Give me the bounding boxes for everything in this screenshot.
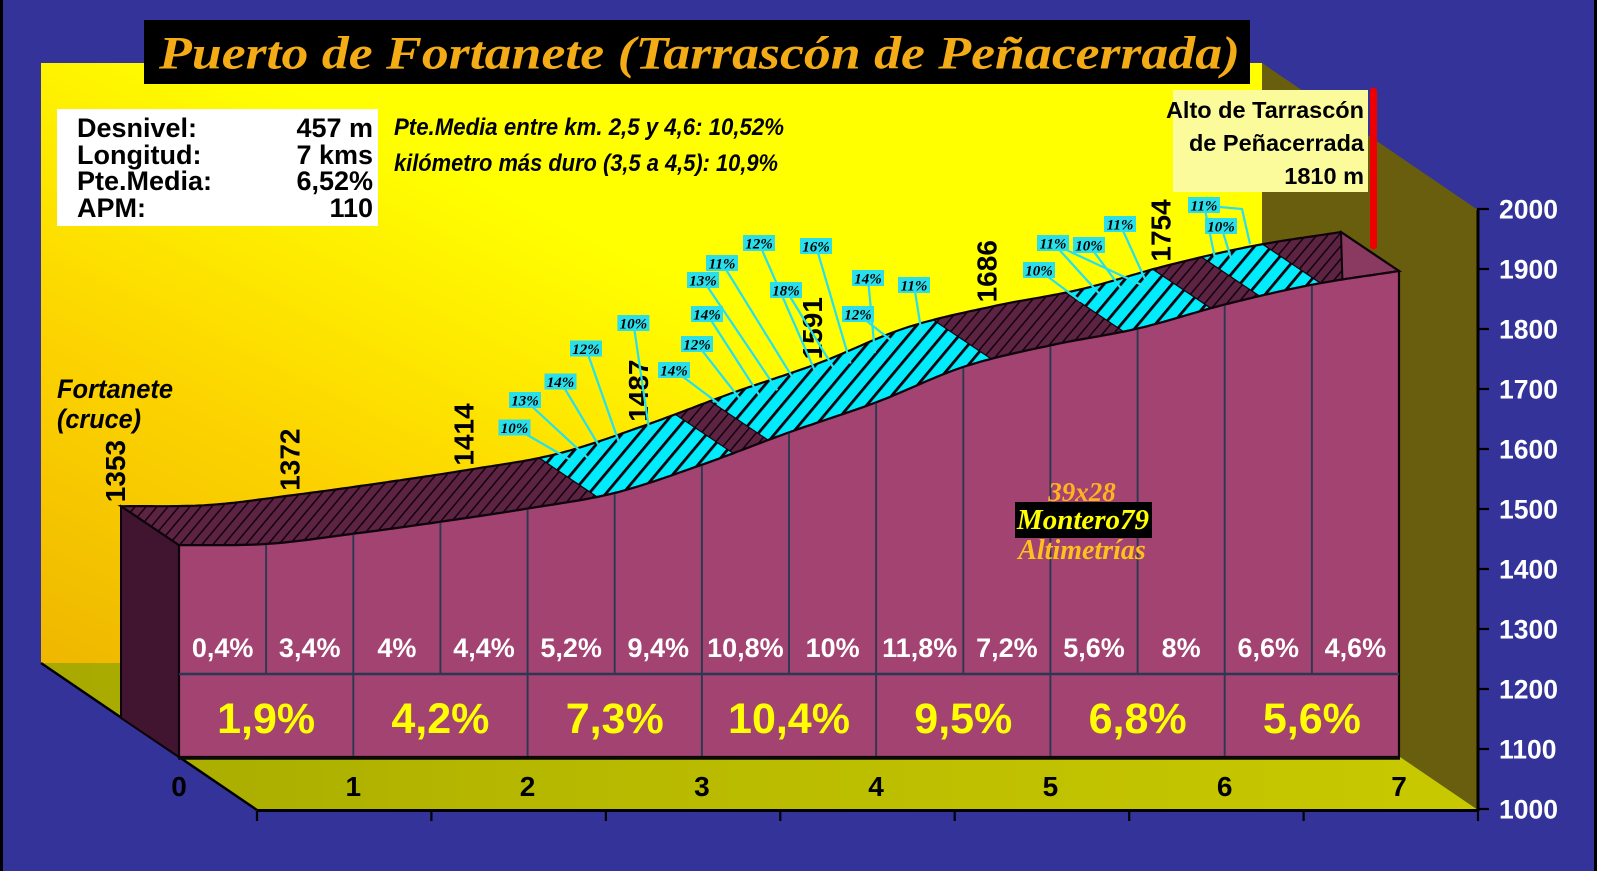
svg-text:Fortanete: Fortanete: [57, 374, 173, 404]
svg-text:3: 3: [694, 771, 710, 802]
svg-text:12%: 12%: [745, 237, 773, 253]
svg-text:0: 0: [171, 771, 187, 802]
svg-text:3,4%: 3,4%: [279, 633, 341, 663]
svg-text:11%: 11%: [709, 257, 736, 273]
svg-text:7: 7: [1391, 771, 1407, 802]
svg-text:4%: 4%: [377, 633, 416, 663]
svg-text:kilómetro más duro (3,5 a 4,5): kilómetro más duro (3,5 a 4,5): 10,9%: [394, 150, 778, 177]
svg-text:1372: 1372: [274, 429, 305, 491]
svg-text:10%: 10%: [1207, 220, 1235, 236]
svg-text:APM:: APM:: [77, 193, 146, 223]
svg-text:1686: 1686: [971, 240, 1002, 302]
svg-text:1414: 1414: [449, 403, 480, 466]
svg-text:1000: 1000: [1499, 795, 1558, 825]
svg-text:1,9%: 1,9%: [217, 695, 315, 743]
svg-text:Montero79: Montero79: [1016, 504, 1149, 536]
svg-text:(cruce): (cruce): [57, 404, 141, 434]
svg-text:14%: 14%: [547, 375, 575, 391]
svg-text:7,2%: 7,2%: [976, 633, 1038, 663]
svg-text:10%: 10%: [620, 317, 648, 333]
svg-text:10,8%: 10,8%: [707, 633, 784, 663]
svg-text:2000: 2000: [1499, 195, 1558, 225]
svg-text:1600: 1600: [1499, 435, 1558, 465]
svg-text:10%: 10%: [1025, 264, 1053, 280]
svg-text:11,8%: 11,8%: [882, 633, 957, 663]
svg-text:13%: 13%: [511, 394, 539, 410]
svg-text:10,4%: 10,4%: [728, 695, 850, 743]
svg-text:0,4%: 0,4%: [192, 633, 254, 663]
svg-text:7 kms: 7 kms: [296, 140, 373, 170]
svg-text:1900: 1900: [1499, 255, 1558, 285]
svg-text:Puerto de Fortanete (Tarrascón: Puerto de Fortanete (Tarrascón de Peñace…: [158, 28, 1240, 80]
svg-text:1754: 1754: [1146, 199, 1177, 262]
svg-text:1: 1: [346, 771, 362, 802]
svg-text:Alto de Tarrascón: Alto de Tarrascón: [1166, 97, 1364, 123]
svg-text:6,52%: 6,52%: [296, 166, 373, 196]
svg-text:13%: 13%: [689, 274, 717, 290]
svg-text:9,4%: 9,4%: [628, 633, 690, 663]
svg-text:4,2%: 4,2%: [391, 695, 489, 743]
svg-text:1487: 1487: [623, 360, 654, 422]
svg-text:16%: 16%: [802, 240, 830, 256]
svg-text:Pte.Media entre km. 2,5 y 4,6:: Pte.Media entre km. 2,5 y 4,6: 10,52%: [394, 114, 784, 141]
svg-text:5,6%: 5,6%: [1263, 695, 1361, 743]
svg-text:6,8%: 6,8%: [1089, 695, 1187, 743]
svg-text:de Peñacerrada: de Peñacerrada: [1189, 130, 1365, 156]
svg-text:1200: 1200: [1499, 675, 1558, 705]
svg-text:18%: 18%: [772, 284, 800, 300]
svg-text:1400: 1400: [1499, 555, 1558, 585]
svg-text:4: 4: [868, 771, 884, 802]
svg-text:4,6%: 4,6%: [1325, 633, 1387, 663]
svg-text:110: 110: [329, 193, 373, 223]
svg-text:1100: 1100: [1499, 735, 1557, 765]
svg-text:12%: 12%: [683, 338, 711, 354]
svg-text:10%: 10%: [501, 421, 529, 437]
svg-text:457 m: 457 m: [296, 113, 373, 143]
svg-text:Altimetrías: Altimetrías: [1016, 535, 1146, 566]
svg-text:14%: 14%: [693, 308, 721, 324]
svg-text:6,6%: 6,6%: [1238, 633, 1300, 663]
svg-text:4,4%: 4,4%: [453, 633, 515, 663]
svg-text:8%: 8%: [1162, 633, 1201, 663]
svg-text:9,5%: 9,5%: [914, 695, 1012, 743]
svg-text:2: 2: [520, 771, 536, 802]
svg-text:1353: 1353: [100, 440, 131, 502]
svg-text:11%: 11%: [1040, 237, 1067, 253]
svg-text:12%: 12%: [572, 342, 600, 358]
svg-text:14%: 14%: [854, 272, 882, 288]
svg-text:5,6%: 5,6%: [1063, 633, 1125, 663]
svg-text:5: 5: [1043, 771, 1059, 802]
svg-text:11%: 11%: [901, 279, 928, 295]
svg-text:10%: 10%: [806, 633, 860, 663]
svg-text:10%: 10%: [1075, 239, 1103, 255]
svg-text:7,3%: 7,3%: [566, 695, 664, 743]
svg-text:Pte.Media:: Pte.Media:: [77, 166, 212, 196]
svg-text:Longitud:: Longitud:: [77, 140, 201, 170]
svg-text:11%: 11%: [1107, 218, 1134, 234]
svg-text:1500: 1500: [1499, 495, 1558, 525]
svg-text:12%: 12%: [844, 308, 872, 324]
svg-text:11%: 11%: [1191, 199, 1218, 215]
svg-text:1300: 1300: [1499, 615, 1558, 645]
svg-text:5,2%: 5,2%: [540, 633, 602, 663]
svg-text:1800: 1800: [1499, 315, 1558, 345]
svg-text:1700: 1700: [1499, 375, 1558, 405]
svg-text:1810 m: 1810 m: [1284, 163, 1364, 189]
svg-text:14%: 14%: [660, 364, 688, 380]
svg-text:Desnivel:: Desnivel:: [77, 113, 197, 143]
svg-text:6: 6: [1217, 771, 1233, 802]
